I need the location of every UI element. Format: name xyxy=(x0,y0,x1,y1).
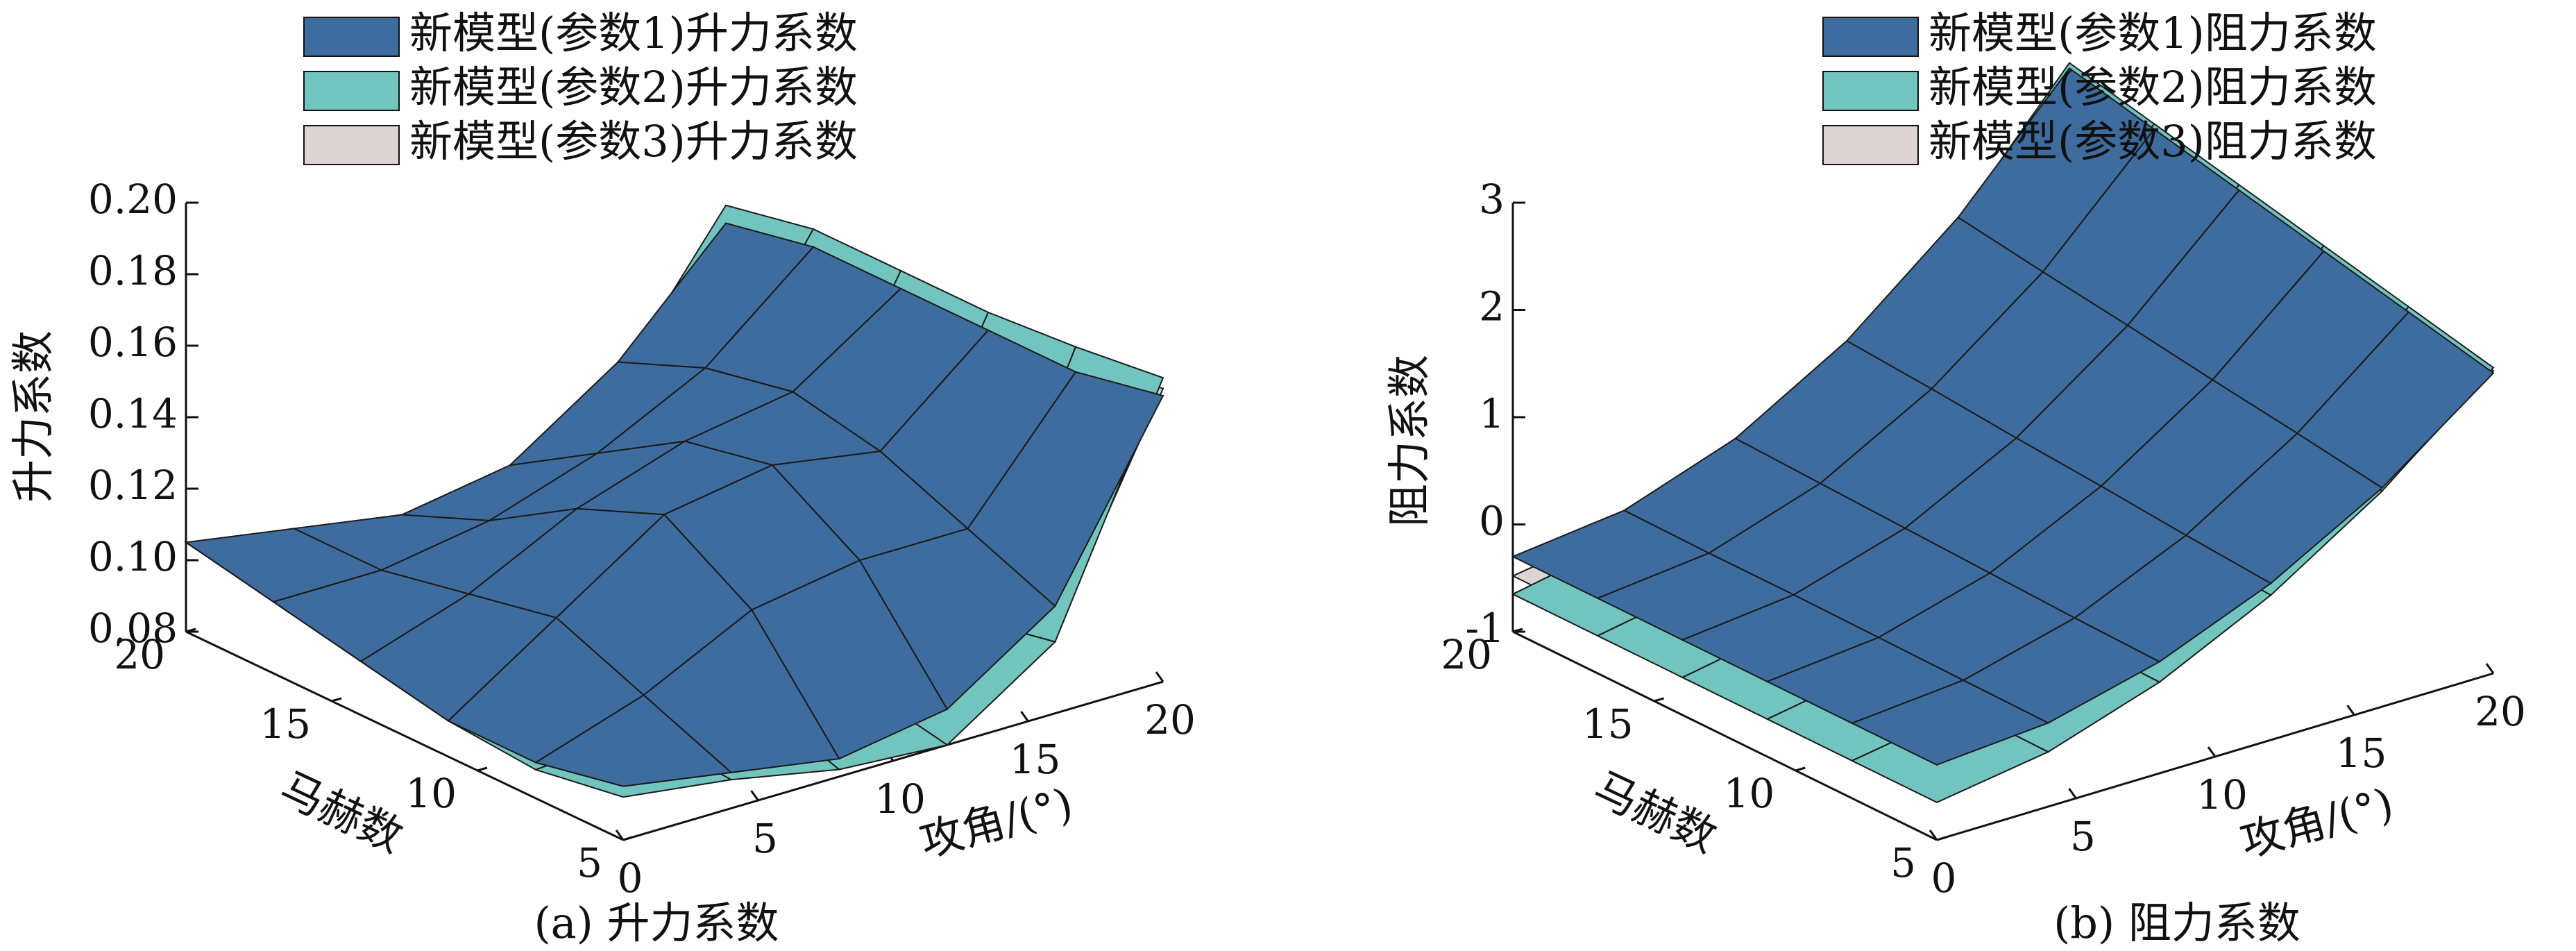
angle-tick xyxy=(615,830,625,841)
legend-label: 新模型(参数2)升力系数 xyxy=(409,62,858,112)
angle-tick-label: 0 xyxy=(618,855,643,902)
z-tick-label: 1 xyxy=(1479,390,1505,437)
angle-axis-label: 攻角/(°) xyxy=(915,778,1078,868)
mach-tick-label: 15 xyxy=(260,700,311,748)
legend-label: 新模型(参数1)阻力系数 xyxy=(1929,8,2377,58)
z-tick-label: 0.14 xyxy=(88,390,178,437)
legend-label: 新模型(参数2)阻力系数 xyxy=(1929,62,2377,112)
legend-swatch xyxy=(303,125,400,165)
angle-tick xyxy=(2346,705,2355,716)
angle-tick xyxy=(750,790,759,801)
legend-label: 新模型(参数3)阻力系数 xyxy=(1929,116,2377,167)
mach-tick-label: 20 xyxy=(114,631,165,678)
mach-tick xyxy=(331,697,342,702)
legend-swatch xyxy=(303,17,400,57)
z-tick-label: 0 xyxy=(1479,498,1505,545)
angle-axis-label: 攻角/(°) xyxy=(2235,778,2399,868)
angle-tick-label: 15 xyxy=(1010,736,1061,783)
panel: 0.080.100.120.140.160.180.20510152005101… xyxy=(8,8,1196,948)
z-tick-label: 0.12 xyxy=(88,462,178,509)
mach-tick xyxy=(1654,697,1665,702)
angle-tick xyxy=(2485,663,2495,674)
angle-tick-label: 20 xyxy=(1144,696,1196,743)
z-tick-label: 2 xyxy=(1479,283,1505,330)
angle-tick xyxy=(1155,671,1164,682)
mach-tick-label: 5 xyxy=(1890,839,1916,886)
legend-swatch xyxy=(1822,125,1919,165)
angle-tick-label: 5 xyxy=(752,815,778,862)
mach-tick-label: 10 xyxy=(405,770,457,817)
legend-swatch xyxy=(303,71,400,111)
angle-tick xyxy=(2207,746,2217,757)
caption: (a) 升力系数 xyxy=(534,898,779,948)
mach-tick xyxy=(1936,836,1947,841)
surface-patch xyxy=(1850,679,2050,766)
mach-axis-label: 马赫数 xyxy=(273,762,411,863)
mach-axis xyxy=(1512,630,1938,841)
z-tick-label: 3 xyxy=(1479,176,1505,223)
mach-tick-label: 20 xyxy=(1441,631,1492,678)
mach-axis-label: 马赫数 xyxy=(1586,762,1725,863)
angle-tick-label: 10 xyxy=(2196,771,2248,818)
angle-tick-label: 5 xyxy=(2070,813,2096,860)
surface-patch xyxy=(534,694,733,787)
panel: -10123510152005101520新模型(参数1)阻力系数新模型(参数2… xyxy=(1384,8,2526,948)
mach-tick xyxy=(622,836,634,841)
angle-tick-label: 15 xyxy=(2336,730,2387,777)
mach-tick-label: 15 xyxy=(1582,700,1634,748)
legend-label: 新模型(参数3)升力系数 xyxy=(409,116,858,167)
mach-axis xyxy=(185,630,624,841)
mach-tick xyxy=(1512,628,1523,633)
mach-tick xyxy=(185,628,196,633)
angle-tick xyxy=(1020,711,1029,722)
z-axis-label: 阻力系数 xyxy=(1384,355,1434,527)
z-tick-label: 0.08 xyxy=(88,605,178,652)
z-tick-label: -1 xyxy=(1466,605,1505,652)
angle-tick xyxy=(2068,788,2077,799)
z-tick-label: 0.16 xyxy=(88,319,178,366)
z-tick-label: 0.18 xyxy=(88,247,178,294)
z-tick-label: 0.20 xyxy=(88,176,178,223)
mach-tick-label: 10 xyxy=(1724,770,1775,817)
caption: (b) 阻力系数 xyxy=(2053,898,2300,948)
z-axis-label: 升力系数 xyxy=(8,330,58,503)
mach-tick xyxy=(477,766,488,772)
legend-label: 新模型(参数1)升力系数 xyxy=(409,8,858,58)
legend-swatch xyxy=(1822,17,1919,57)
angle-tick-label: 0 xyxy=(1931,855,1957,902)
angle-tick xyxy=(1929,830,1938,841)
z-tick-label: 0.10 xyxy=(88,533,178,580)
angle-tick-label: 20 xyxy=(2475,688,2526,735)
mach-tick xyxy=(1795,766,1806,772)
angle-tick-label: 10 xyxy=(874,775,926,823)
mach-tick-label: 5 xyxy=(577,839,602,886)
legend-swatch xyxy=(1822,71,1919,111)
